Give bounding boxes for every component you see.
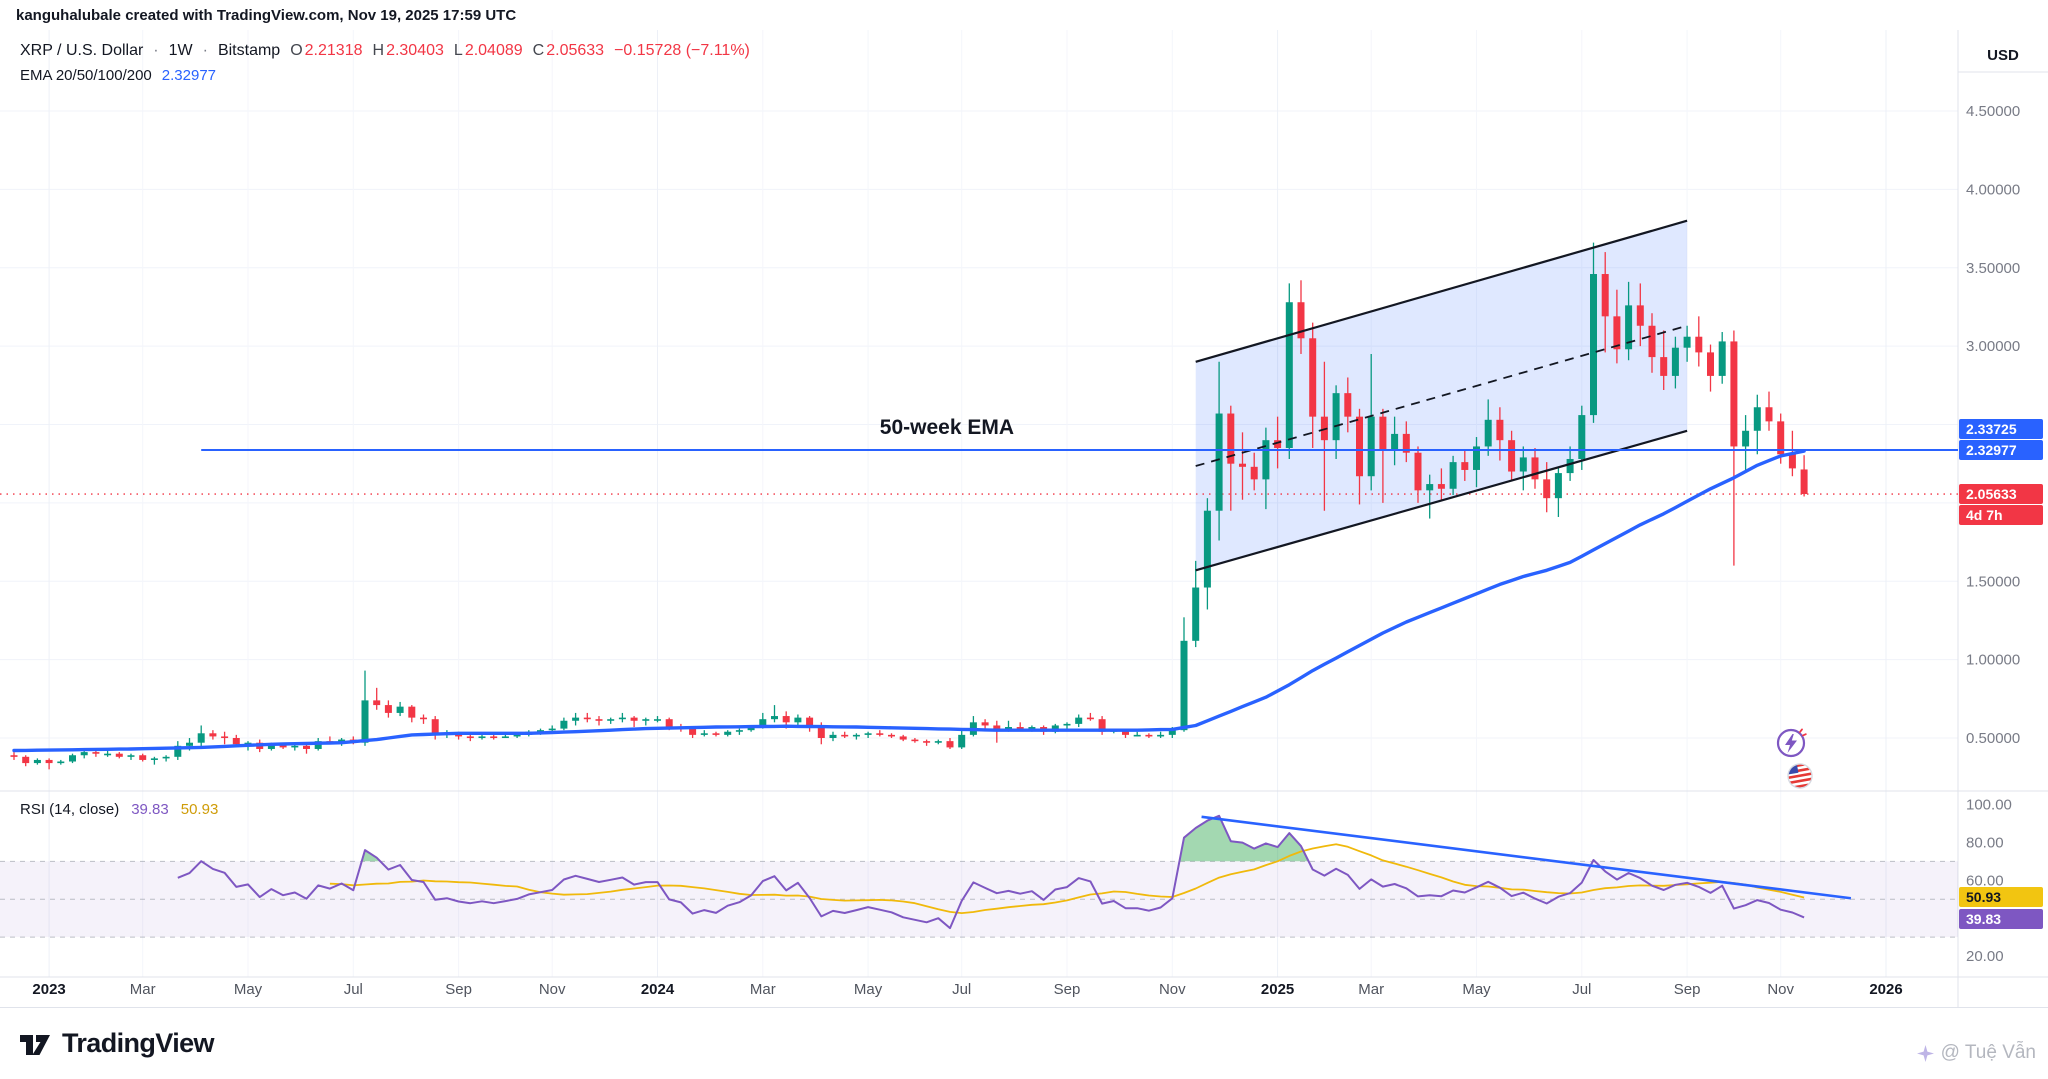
symbol-legend[interactable]: XRP / U.S. Dollar · 1W · Bitstamp O 2.21…: [20, 42, 750, 60]
svg-text:80.00: 80.00: [1966, 834, 2004, 851]
watermark-text: @ Tuệ Vẫn: [1940, 1042, 2036, 1063]
low-value: 2.04089: [464, 42, 523, 59]
ema-legend[interactable]: EMA 20/50/100/200 2.32977: [20, 67, 216, 84]
svg-text:Jul: Jul: [952, 981, 971, 998]
tradingview-wordmark[interactable]: TradingView: [62, 1028, 215, 1058]
rsi-ma-value: 50.93: [180, 801, 219, 818]
svg-text:39.83: 39.83: [1966, 911, 2001, 927]
ohlc-high: H 2.30403: [373, 42, 444, 60]
ema-value: 2.32977: [161, 67, 217, 84]
svg-text:50-week EMA: 50-week EMA: [880, 416, 1014, 439]
rsi-legend[interactable]: RSI (14, close) 39.83 50.93: [20, 801, 218, 818]
high-value: 2.30403: [386, 42, 444, 59]
svg-text:Nov: Nov: [1159, 981, 1186, 998]
svg-text:1.00000: 1.00000: [1966, 652, 2020, 669]
svg-text:Jul: Jul: [1572, 981, 1591, 998]
svg-text:50.93: 50.93: [1966, 889, 2001, 905]
svg-text:Mar: Mar: [750, 981, 776, 998]
footer-bar: TradingView: [0, 1007, 2048, 1079]
svg-text:May: May: [234, 981, 263, 998]
ema-line-and-horizontal-line[interactable]: [12, 449, 1958, 753]
open-value: 2.21318: [304, 42, 363, 59]
close-prefix: C: [532, 42, 545, 59]
change-value: −0.15728 (−7.11%): [614, 42, 750, 59]
svg-text:Sep: Sep: [1674, 981, 1701, 998]
svg-text:2.33725: 2.33725: [1966, 421, 2017, 437]
ohlc-close: C 2.05633: [533, 42, 604, 60]
us-flag-sticker-icon[interactable]: [1783, 759, 1817, 798]
svg-text:May: May: [854, 981, 883, 998]
grid: [0, 30, 2048, 1007]
candles[interactable]: [10, 242, 1808, 770]
svg-text:20.00: 20.00: [1966, 948, 2004, 965]
svg-text:Mar: Mar: [1358, 981, 1384, 998]
sparkle-icon: [1916, 1044, 1934, 1062]
svg-text:4.50000: 4.50000: [1966, 103, 2020, 120]
svg-text:4d 7h: 4d 7h: [1966, 507, 2003, 523]
svg-text:4.00000: 4.00000: [1966, 181, 2020, 198]
tradingview-logo-icon[interactable]: [18, 1029, 52, 1059]
rsi-label[interactable]: RSI (14, close): [20, 801, 120, 818]
svg-text:Jul: Jul: [344, 981, 363, 998]
svg-text:2.32977: 2.32977: [1966, 442, 2017, 458]
drawing-text-label[interactable]: 50-week EMA: [880, 416, 1014, 439]
price-and-time-axis[interactable]: 4.50000 4.00000 3.50000 3.00000 1.50000 1.000…: [32, 103, 2043, 998]
svg-text:Nov: Nov: [1767, 981, 1794, 998]
interval-label[interactable]: 1W: [168, 42, 193, 59]
close-value: 2.05633: [546, 42, 605, 59]
svg-text:2026: 2026: [1869, 981, 1902, 998]
svg-text:1.50000: 1.50000: [1966, 573, 2020, 590]
svg-text:100.00: 100.00: [1966, 797, 2012, 814]
currency-toggle-button[interactable]: USD: [1987, 46, 2019, 64]
legend-separator: ·: [202, 42, 208, 59]
svg-text:3.00000: 3.00000: [1966, 338, 2020, 355]
svg-text:May: May: [1462, 981, 1491, 998]
ema-label[interactable]: EMA 20/50/100/200: [20, 67, 152, 84]
svg-text:Nov: Nov: [539, 981, 566, 998]
ohlc-open: O 2.21318: [290, 42, 362, 60]
svg-text:60.00: 60.00: [1966, 872, 2004, 889]
svg-text:2025: 2025: [1261, 981, 1294, 998]
symbol-title[interactable]: XRP / U.S. Dollar: [20, 42, 144, 59]
lightning-sticker-icon[interactable]: [1774, 726, 1808, 765]
svg-text:0.50000: 0.50000: [1966, 730, 2020, 747]
ohlc-low: L 2.04089: [454, 42, 523, 60]
svg-text:Sep: Sep: [445, 981, 472, 998]
parallel-channel-fill[interactable]: [1195, 220, 1688, 571]
rsi-value: 39.83: [131, 801, 169, 818]
svg-text:2023: 2023: [32, 981, 65, 998]
exchange-label[interactable]: Bitstamp: [217, 42, 281, 59]
svg-text:2.05633: 2.05633: [1966, 486, 2017, 502]
svg-text:Sep: Sep: [1054, 981, 1081, 998]
creator-note: kanguhalubale created with TradingView.c…: [16, 7, 517, 24]
rsi-pane[interactable]: [0, 814, 1958, 938]
svg-text:Mar: Mar: [130, 981, 156, 998]
legend-separator: ·: [153, 42, 159, 59]
author-watermark: @ Tuệ Vẫn: [1916, 1042, 2036, 1064]
low-prefix: L: [453, 42, 463, 59]
high-prefix: H: [372, 42, 385, 59]
parallel-channel-borders[interactable]: [1195, 219, 1688, 572]
svg-text:2024: 2024: [641, 981, 675, 998]
open-prefix: O: [290, 42, 303, 59]
svg-text:3.50000: 3.50000: [1966, 260, 2020, 277]
